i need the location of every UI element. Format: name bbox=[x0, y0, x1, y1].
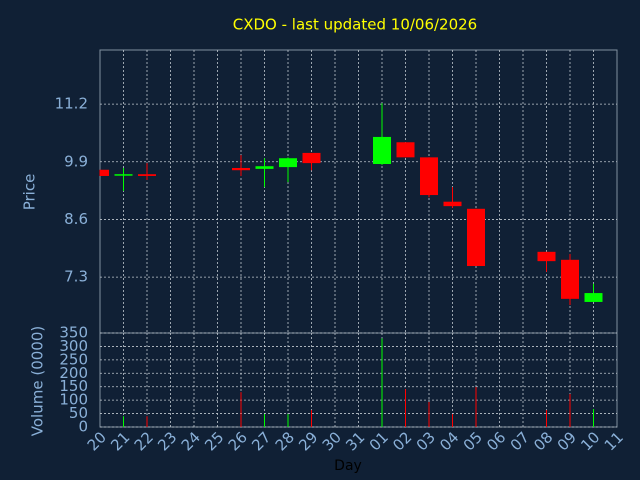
x-tick-label: 02 bbox=[389, 428, 415, 454]
x-tick-label: 23 bbox=[154, 428, 180, 454]
x-tick-label: 29 bbox=[295, 428, 321, 454]
candle-body bbox=[420, 157, 438, 196]
candle-body bbox=[373, 136, 391, 164]
y-tick-label: 11.2 bbox=[55, 95, 88, 113]
volume-tick-label: 150 bbox=[59, 377, 88, 395]
candle-body bbox=[100, 169, 109, 176]
x-tick-label: 28 bbox=[272, 428, 298, 454]
candle-body bbox=[443, 201, 462, 207]
x-tick-label: 10 bbox=[577, 428, 603, 454]
candle-body bbox=[232, 167, 250, 171]
x-tick-label: 22 bbox=[131, 428, 157, 454]
volume-axis-label: Volume (0000) bbox=[29, 326, 47, 436]
x-tick-label: 05 bbox=[460, 428, 486, 454]
x-tick-label: 03 bbox=[413, 428, 439, 454]
x-tick-label: 21 bbox=[107, 428, 133, 454]
candle-body bbox=[467, 208, 485, 267]
x-axis-label: Day bbox=[334, 458, 362, 474]
x-tick-label: 11 bbox=[601, 428, 627, 454]
candle-body bbox=[138, 174, 156, 176]
candle-body bbox=[302, 152, 321, 164]
y-tick-label: 7.3 bbox=[64, 268, 88, 286]
x-tick-label: 04 bbox=[436, 428, 462, 454]
candle-body bbox=[584, 293, 603, 302]
volume-tick-label: 200 bbox=[59, 364, 88, 382]
x-tick-label: 24 bbox=[178, 428, 204, 454]
volume-tick-label: 0 bbox=[78, 418, 88, 436]
candle-body bbox=[396, 142, 415, 158]
x-tick-label: 09 bbox=[554, 428, 580, 454]
candle-body bbox=[561, 259, 579, 299]
y-axis-label: Price bbox=[21, 174, 39, 211]
chart-title: CXDO - last updated 10/06/2026 bbox=[233, 16, 477, 34]
y-tick-label: 9.9 bbox=[64, 152, 88, 170]
x-tick-label: 08 bbox=[530, 428, 556, 454]
x-tick-label: 26 bbox=[225, 428, 251, 454]
candle-body bbox=[114, 174, 133, 176]
x-tick-label: 27 bbox=[248, 428, 274, 454]
x-tick-label: 31 bbox=[342, 428, 368, 454]
volume-frame bbox=[99, 332, 618, 428]
candle-body bbox=[537, 251, 556, 262]
volume-tick-label: 250 bbox=[59, 350, 88, 368]
volume-tick-label: 100 bbox=[59, 391, 88, 409]
candle-body bbox=[279, 158, 297, 168]
x-tick-label: 06 bbox=[483, 428, 509, 454]
x-tick-label: 25 bbox=[201, 428, 227, 454]
volume-tick-label: 50 bbox=[69, 404, 88, 422]
x-tick-label: 01 bbox=[366, 428, 392, 454]
candle-body bbox=[255, 166, 274, 169]
volume-tick-label: 350 bbox=[59, 324, 88, 342]
x-tick-label: 07 bbox=[507, 428, 533, 454]
y-tick-label: 8.6 bbox=[64, 210, 88, 228]
x-tick-label: 30 bbox=[319, 428, 345, 454]
volume-tick-label: 300 bbox=[59, 337, 88, 355]
